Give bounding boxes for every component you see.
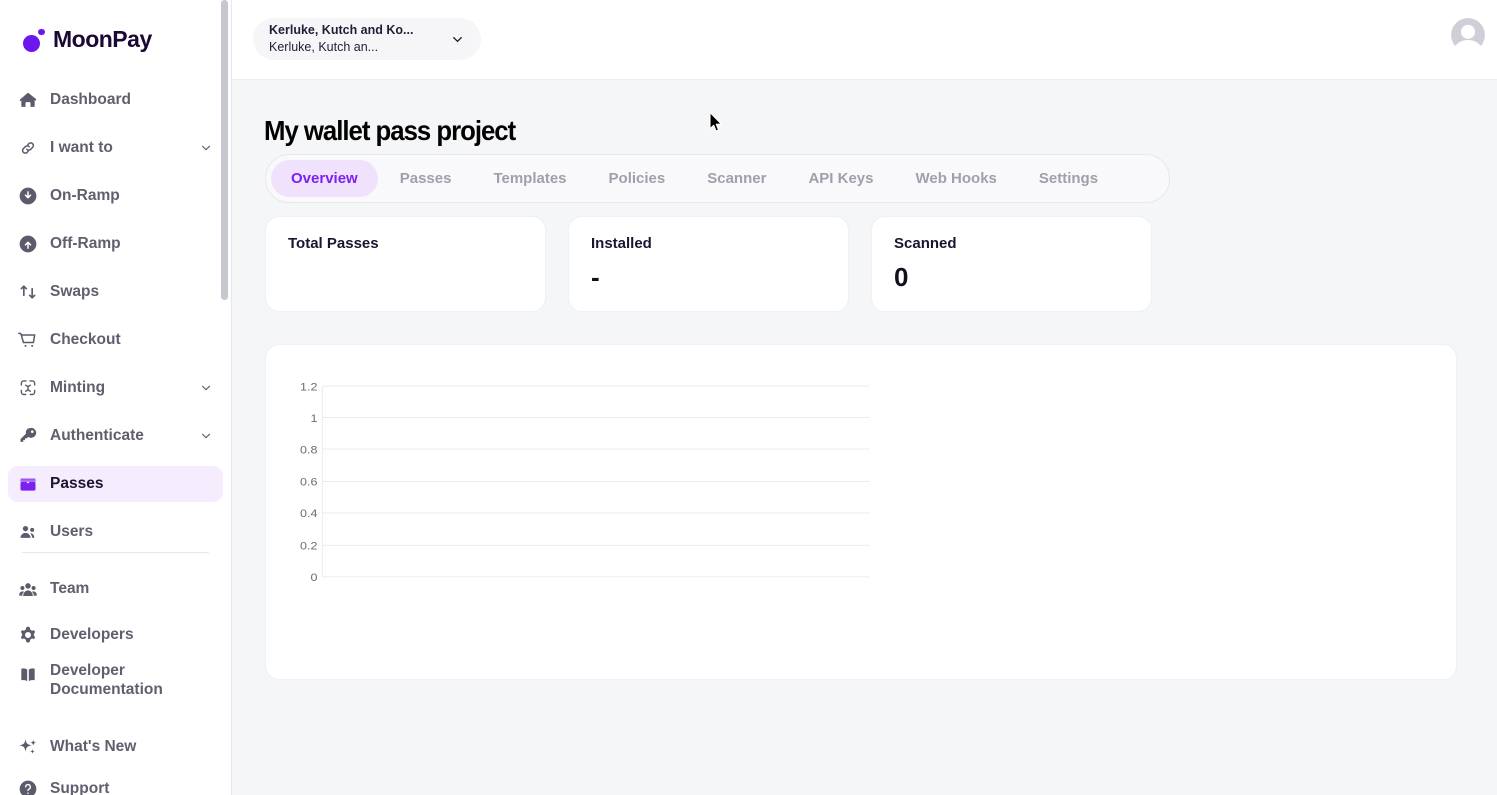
svg-text:1: 1 xyxy=(310,411,317,424)
svg-text:0.4: 0.4 xyxy=(300,507,318,520)
svg-text:0.6: 0.6 xyxy=(300,475,318,488)
svg-text:0: 0 xyxy=(310,571,317,584)
svg-text:1.2: 1.2 xyxy=(300,380,318,393)
svg-text:0.8: 0.8 xyxy=(300,443,318,456)
svg-text:0.2: 0.2 xyxy=(300,539,318,552)
